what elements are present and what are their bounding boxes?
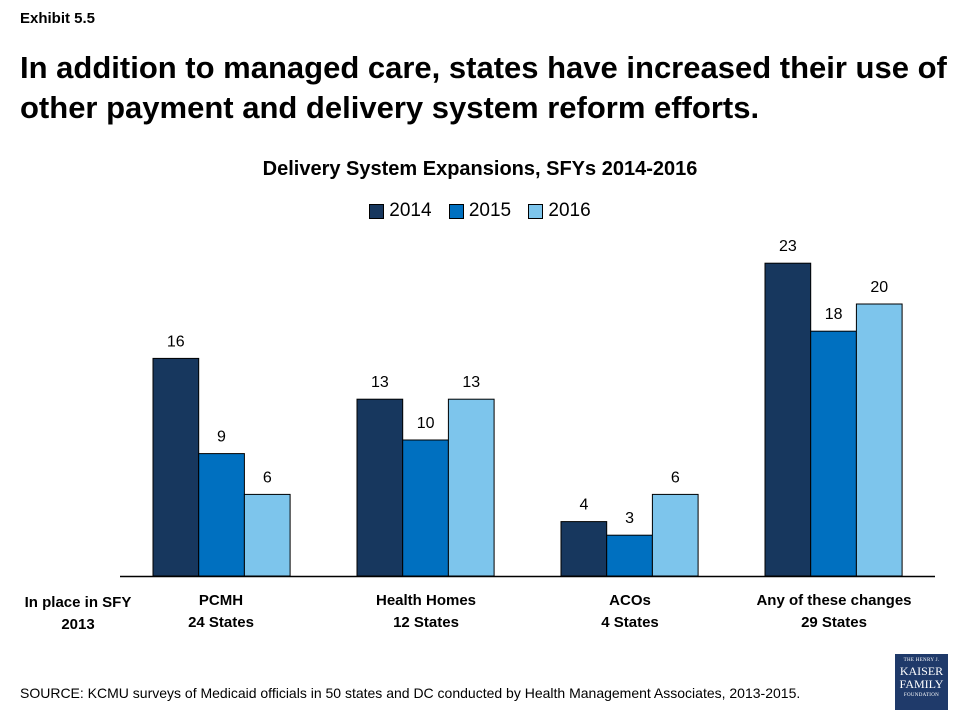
kff-logo: THE HENRY J. KAISER FAMILY FOUNDATION: [895, 654, 948, 710]
legend: 2014 2015 2016: [0, 200, 960, 225]
bar-pcmh-2014: [152, 357, 200, 577]
legend-label-2014: 2014: [389, 200, 432, 221]
bar-value-label: 3: [625, 510, 634, 527]
bar-value-label: 6: [263, 469, 272, 486]
category-sublabel: 4 States: [601, 614, 659, 631]
exhibit-number: Exhibit 5.5: [20, 10, 96, 27]
legend-swatch-2014: [369, 203, 385, 219]
category-sublabel: 29 States: [801, 614, 867, 631]
bar-pcmh-2016: [243, 493, 291, 577]
legend-swatch-2015: [448, 203, 464, 219]
source-note: SOURCE: KCMU surveys of Medicaid officia…: [20, 685, 801, 701]
legend-item-2015: 2015: [448, 200, 512, 222]
category-name: Any of these changes: [756, 592, 912, 609]
category-name: Health Homes: [375, 592, 477, 609]
headline: In addition to managed care, states have…: [20, 50, 947, 125]
category-label-health-homes: Health Homes 12 States: [326, 590, 526, 634]
legend-label-2015: 2015: [468, 200, 512, 221]
bar-value-label: 23: [779, 238, 797, 255]
category-label-any: Any of these changes 29 States: [734, 590, 934, 634]
bar-acos-2015: [606, 534, 653, 577]
legend-label-2016: 2016: [548, 200, 591, 221]
bar-health-homes-2016: [447, 398, 495, 577]
legend-swatch-2016: [528, 203, 544, 219]
bar-pcmh-2015: [198, 453, 245, 577]
bar-any-of-these-changes-2015: [810, 330, 857, 577]
category-label-acos: ACOs 4 States: [530, 590, 730, 634]
bar-value-label: 16: [167, 333, 185, 350]
legend-item-2016: 2016: [528, 200, 591, 222]
bar-health-homes-2014: [356, 398, 404, 577]
category-sublabel: 24 States: [188, 614, 254, 631]
bar-labels-group: 16 9 6 13 10 13 4 3 6 23 18 20: [167, 238, 888, 527]
category-name: ACOs: [609, 592, 651, 609]
category-sublabel: 12 States: [393, 614, 459, 631]
bar-value-label: 6: [671, 469, 680, 486]
bar-any-of-these-changes-2016: [855, 303, 903, 577]
bar-acos-2016: [651, 493, 699, 577]
legend-item-2014: 2014: [369, 200, 432, 222]
category-name: PCMH: [198, 592, 244, 609]
bar-health-homes-2015: [402, 439, 449, 577]
bar-value-label: 13: [462, 374, 480, 391]
bar-any-of-these-changes-2014: [764, 262, 812, 577]
bar-value-label: 20: [870, 279, 888, 296]
bar-value-label: 4: [579, 497, 588, 514]
bar-value-label: 9: [217, 429, 226, 446]
chart-title: Delivery System Expansions, SFYs 2014-20…: [262, 158, 698, 180]
bar-value-label: 10: [417, 415, 435, 432]
category-label-pcmh: PCMH 24 States: [121, 590, 321, 634]
bar-value-label: 13: [371, 374, 389, 391]
bars-group: [152, 262, 903, 577]
row-label: In place in SFY 2013: [24, 594, 132, 633]
bar-value-label: 18: [825, 306, 843, 323]
bar-acos-2014: [560, 521, 608, 577]
